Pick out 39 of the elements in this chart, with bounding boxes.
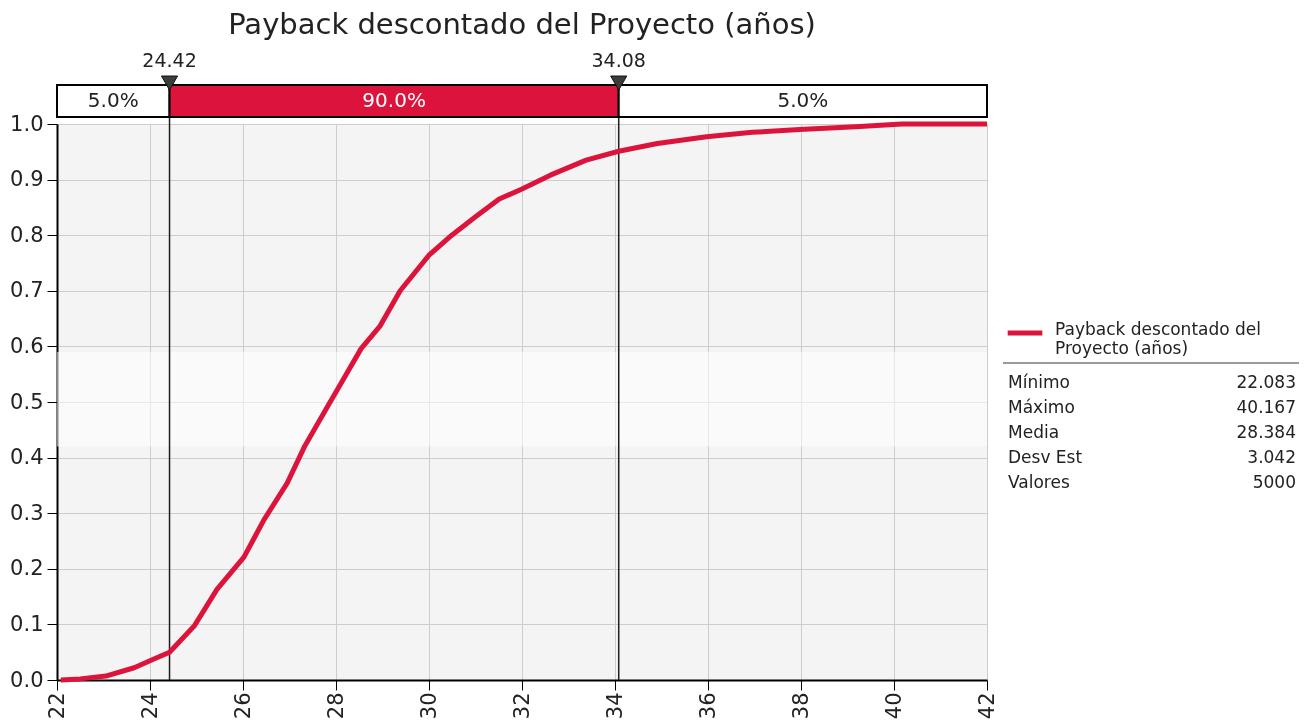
y-tick-label: 0.2 xyxy=(10,556,44,581)
x-tick-label: 36 xyxy=(695,692,720,720)
x-tick-label: 28 xyxy=(323,692,348,720)
x-tick-label: 38 xyxy=(788,692,813,720)
y-tick-label: 0.6 xyxy=(10,333,44,358)
text: Mínimo xyxy=(1008,371,1070,394)
x-tick-label: 26 xyxy=(230,692,255,720)
y-tick-label: 0.7 xyxy=(10,278,44,303)
y-tick-label: 0.3 xyxy=(10,500,44,525)
ref-line-label: 24.42 xyxy=(142,49,197,71)
text: 3.042 xyxy=(1247,446,1296,469)
text: 28.384 xyxy=(1236,421,1296,444)
x-tick-label: 40 xyxy=(881,692,906,720)
text: 5.0% xyxy=(87,88,139,112)
y-tick-label: 0.0 xyxy=(10,667,44,692)
text: 40.167 xyxy=(1236,396,1296,419)
text: 22.083 xyxy=(1236,371,1296,394)
text: 90.0% xyxy=(362,88,426,112)
text: 5.0% xyxy=(777,88,829,112)
x-tick-label: 34 xyxy=(602,692,627,720)
legend-label: Payback descontado del Proyecto (años) xyxy=(1055,318,1262,358)
text: Desv Est xyxy=(1008,446,1083,469)
y-tick-label: 0.9 xyxy=(10,167,44,192)
chart-title: Payback descontado del Proyecto (años) xyxy=(228,7,816,41)
y-tick-label: 0.1 xyxy=(10,611,44,636)
text: Media xyxy=(1008,421,1060,444)
x-tick-label: 24 xyxy=(137,692,162,720)
x-tick-label: 32 xyxy=(509,692,534,720)
text: Valores xyxy=(1008,471,1070,494)
y-tick-label: 0.8 xyxy=(10,222,44,247)
y-tick-label: 0.5 xyxy=(10,389,44,414)
x-tick-label: 42 xyxy=(974,692,999,720)
x-tick-label: 22 xyxy=(44,692,69,720)
text: 5000 xyxy=(1252,471,1296,494)
text: Máximo xyxy=(1008,396,1075,419)
y-tick-label: 0.4 xyxy=(10,445,44,470)
ref-line-label: 34.08 xyxy=(591,49,646,71)
y-tick-label: 1.0 xyxy=(10,111,44,136)
x-tick-label: 30 xyxy=(416,692,441,720)
